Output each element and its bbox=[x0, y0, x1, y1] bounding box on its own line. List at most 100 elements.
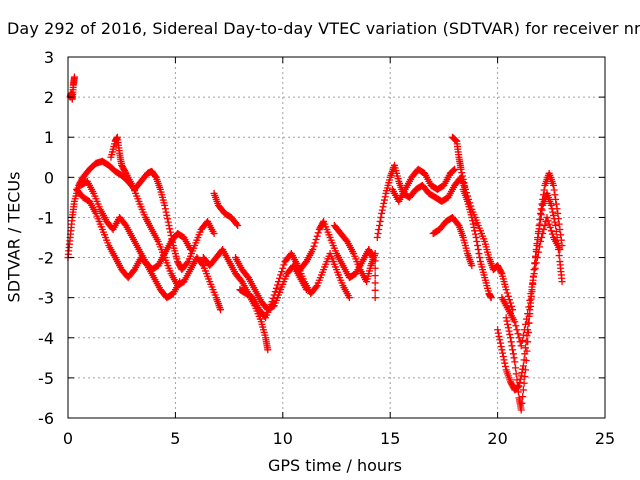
y-tick-label: -3 bbox=[38, 289, 54, 308]
data-point bbox=[504, 292, 512, 300]
data-point bbox=[450, 166, 458, 174]
data-point bbox=[476, 254, 484, 262]
data-point bbox=[529, 276, 537, 284]
data-point bbox=[520, 326, 528, 334]
data-point bbox=[496, 339, 504, 347]
data-point bbox=[176, 278, 184, 286]
data-point bbox=[183, 259, 191, 267]
data-point bbox=[551, 191, 559, 199]
data-point bbox=[541, 221, 549, 229]
data-point bbox=[556, 225, 564, 233]
y-tick-label: -1 bbox=[38, 208, 54, 227]
series-5 bbox=[77, 177, 194, 274]
data-point bbox=[524, 328, 532, 336]
data-point bbox=[548, 230, 556, 238]
data-point bbox=[459, 175, 467, 183]
data-point bbox=[524, 338, 532, 346]
data-point bbox=[312, 236, 320, 244]
y-tick-label: 0 bbox=[44, 168, 54, 187]
data-point bbox=[518, 399, 526, 407]
chart-title: Day 292 of 2016, Sidereal Day-to-day VTE… bbox=[7, 19, 640, 38]
data-point bbox=[511, 318, 519, 326]
x-tick-label: 20 bbox=[487, 429, 507, 448]
data-point bbox=[520, 379, 528, 387]
data-point bbox=[537, 209, 545, 217]
data-point bbox=[537, 211, 545, 219]
data-point bbox=[501, 363, 509, 371]
x-tick-label: 5 bbox=[170, 429, 180, 448]
data-point bbox=[557, 231, 565, 239]
data-point bbox=[278, 268, 286, 276]
data-point bbox=[503, 289, 511, 297]
data-point bbox=[494, 329, 502, 337]
data-point bbox=[469, 217, 477, 225]
data-point bbox=[508, 302, 516, 310]
data-point bbox=[503, 317, 511, 325]
data-point bbox=[377, 213, 385, 221]
data-point bbox=[517, 406, 525, 414]
data-point bbox=[470, 223, 478, 231]
data-point bbox=[474, 242, 482, 250]
data-point bbox=[163, 211, 171, 219]
data-point bbox=[512, 322, 520, 330]
data-point bbox=[547, 227, 555, 235]
series-10 bbox=[296, 217, 377, 282]
data-point bbox=[275, 278, 283, 286]
data-point bbox=[519, 362, 527, 370]
data-point bbox=[217, 306, 225, 314]
data-point bbox=[534, 248, 542, 256]
data-point bbox=[452, 137, 460, 145]
data-point bbox=[475, 250, 483, 258]
data-point bbox=[538, 206, 546, 214]
data-point bbox=[264, 346, 272, 354]
data-point bbox=[458, 169, 466, 177]
data-point bbox=[533, 254, 541, 262]
data-point bbox=[499, 352, 507, 360]
y-tick-label: -2 bbox=[38, 249, 54, 268]
y-tick-label: 2 bbox=[44, 88, 54, 107]
data-point bbox=[272, 284, 280, 292]
data-point bbox=[233, 220, 241, 228]
data-point bbox=[273, 281, 281, 289]
data-point bbox=[497, 342, 505, 350]
data-point bbox=[522, 320, 530, 328]
data-point bbox=[500, 356, 508, 364]
data-point bbox=[513, 376, 521, 384]
data-point bbox=[468, 213, 476, 221]
data-point bbox=[381, 193, 389, 201]
data-point bbox=[277, 271, 285, 279]
series-3 bbox=[107, 133, 225, 314]
data-point bbox=[371, 294, 379, 302]
data-point bbox=[451, 165, 459, 173]
data-point bbox=[505, 296, 513, 304]
data-point bbox=[378, 209, 386, 217]
data-point bbox=[550, 215, 558, 223]
data-point bbox=[471, 230, 479, 238]
data-point bbox=[537, 238, 545, 246]
data-point bbox=[550, 186, 558, 194]
data-point bbox=[537, 205, 545, 213]
data-point bbox=[523, 347, 531, 355]
data-point bbox=[523, 332, 531, 340]
data-point bbox=[522, 344, 530, 352]
data-point bbox=[457, 165, 465, 173]
data-point bbox=[502, 286, 510, 294]
data-point bbox=[70, 73, 78, 81]
x-tick-label: 10 bbox=[273, 429, 293, 448]
data-point bbox=[518, 336, 526, 344]
data-point bbox=[517, 342, 525, 350]
data-point bbox=[532, 259, 540, 267]
data-point bbox=[469, 220, 477, 228]
data-point bbox=[548, 205, 556, 213]
data-point bbox=[276, 274, 284, 282]
series-11 bbox=[330, 221, 379, 302]
data-point bbox=[524, 310, 532, 318]
data-point bbox=[514, 330, 522, 338]
data-point bbox=[375, 221, 383, 229]
data-point bbox=[375, 225, 383, 233]
data-point bbox=[268, 298, 276, 306]
data-markers bbox=[64, 73, 566, 414]
plot-frame bbox=[67, 56, 606, 419]
data-point bbox=[514, 382, 522, 390]
data-point bbox=[502, 314, 510, 322]
